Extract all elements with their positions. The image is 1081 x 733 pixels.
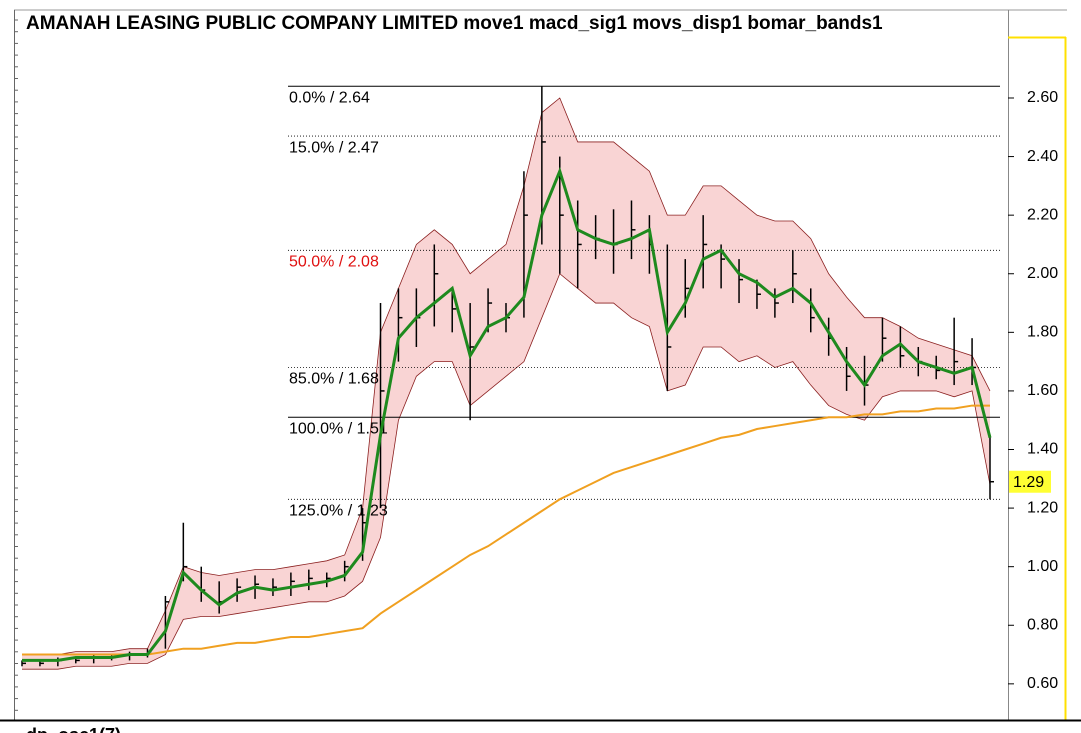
chart-title: AMANAH LEASING PUBLIC COMPANY LIMITED mo… xyxy=(26,13,883,34)
y-tick-label: 1.40 xyxy=(1027,441,1058,458)
y-tick-label: 0.80 xyxy=(1027,616,1058,633)
title-background xyxy=(18,11,978,35)
band-line xyxy=(22,273,991,670)
y-tick-label: 2.40 xyxy=(1027,148,1058,165)
indicator-line xyxy=(22,166,992,662)
level-label: 0.0% / 2.64 xyxy=(289,89,370,106)
subchart-title: dp_osc1(7) xyxy=(26,725,121,733)
level-label: 125.0% / 1.23 xyxy=(289,503,388,520)
y-tick-label: 1.60 xyxy=(1027,382,1058,399)
last-price-box xyxy=(1009,470,1051,493)
level-label: 15.0% / 2.47 xyxy=(289,139,379,156)
y-tick-label: 1.80 xyxy=(1027,324,1058,341)
y-tick-label: 1.20 xyxy=(1027,499,1058,516)
y-tick-label: 1.00 xyxy=(1027,558,1058,575)
y-tick-label: 2.20 xyxy=(1027,206,1058,223)
band-fill xyxy=(22,97,990,670)
level-label: 50.0% / 2.08 xyxy=(289,254,379,271)
y-tick-label: 2.60 xyxy=(1027,89,1058,106)
level-label: 85.0% / 1.68 xyxy=(289,371,379,388)
last-price-label: 1.29 xyxy=(1013,474,1044,491)
plot: 0.60 0.80 1.00 1.20 1.40 1.60 1.80 2.00 2.20 2.40… xyxy=(14,19,1058,711)
y-tick-label: 2.00 xyxy=(1027,265,1058,282)
y-tick-label: 0.60 xyxy=(1027,675,1058,692)
indicator-line xyxy=(22,404,990,656)
level-label: 100.0% / 1.51 xyxy=(289,420,388,437)
